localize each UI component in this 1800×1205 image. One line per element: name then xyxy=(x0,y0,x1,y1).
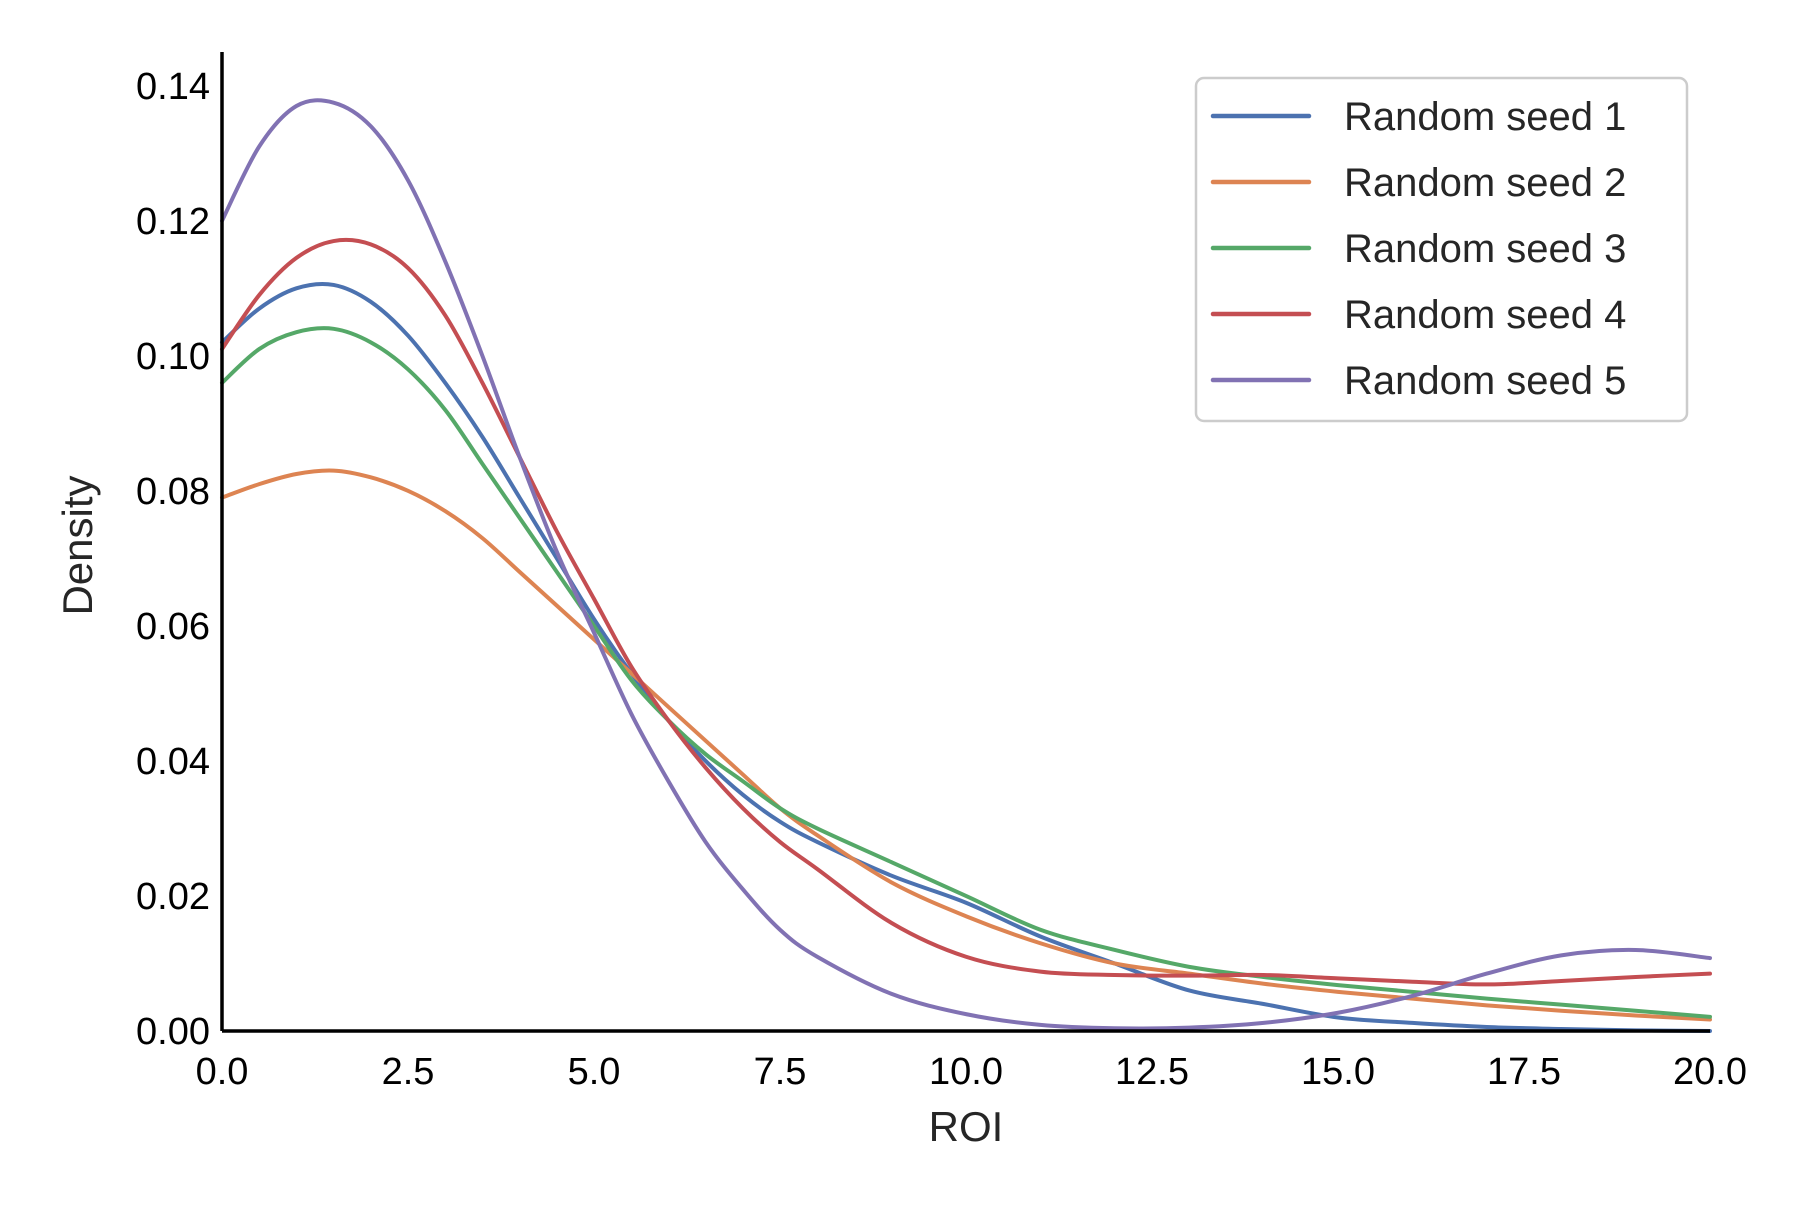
legend-label: Random seed 5 xyxy=(1344,359,1626,403)
legend-label: Random seed 1 xyxy=(1344,95,1626,139)
x-tick-label: 12.5 xyxy=(1115,1051,1189,1093)
x-tick-label: 0.0 xyxy=(196,1051,249,1093)
y-tick-label: 0.08 xyxy=(136,471,210,513)
y-tick-label: 0.02 xyxy=(136,876,210,918)
series-line-4 xyxy=(220,237,1712,987)
ticks-group: 0.0 2.5 5.0 7.5 10.0 12.5 15.0 17.5 20.0 0.00 0.02… xyxy=(136,66,1747,1093)
x-tick-label: 17.5 xyxy=(1487,1051,1561,1093)
y-tick-label: 0.10 xyxy=(136,336,210,378)
legend-label: Random seed 4 xyxy=(1344,293,1626,337)
series-line-3 xyxy=(220,326,1712,1019)
y-tick-label: 0.04 xyxy=(136,741,210,783)
series-line-1 xyxy=(220,281,1712,1033)
legend-label: Random seed 2 xyxy=(1344,161,1626,205)
x-tick-label: 20.0 xyxy=(1673,1051,1747,1093)
x-tick-label: 5.0 xyxy=(568,1051,621,1093)
y-axis-label: Density xyxy=(54,475,101,615)
legend-label: Random seed 3 xyxy=(1344,227,1626,271)
y-tick-label: 0.14 xyxy=(136,66,210,108)
series-line-5 xyxy=(220,98,1712,1031)
x-tick-label: 2.5 xyxy=(382,1051,435,1093)
x-tick-label: 7.5 xyxy=(754,1051,807,1093)
series-line-2 xyxy=(220,468,1712,1022)
y-tick-label: 0.12 xyxy=(136,201,210,243)
legend-box xyxy=(1194,76,1689,423)
series-group xyxy=(220,98,1712,1033)
x-tick-label: 15.0 xyxy=(1301,1051,1375,1093)
y-tick-label: 0.06 xyxy=(136,606,210,648)
y-tick-label: 0.00 xyxy=(136,1011,210,1053)
x-tick-label: 10.0 xyxy=(929,1051,1003,1093)
x-axis-label: ROI xyxy=(929,1103,1004,1150)
legend: Random seed 1 Random seed 2 Random seed 3 R… xyxy=(1194,76,1689,423)
